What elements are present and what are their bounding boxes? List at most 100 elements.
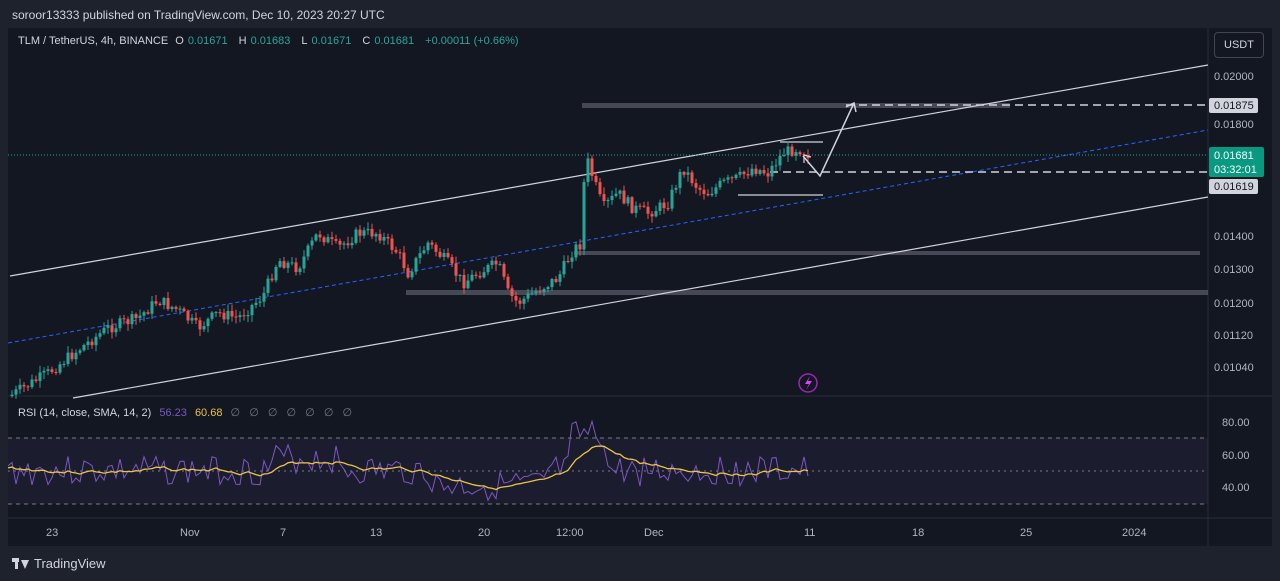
- support-zone-lower[interactable]: [406, 290, 1208, 295]
- channel-mid-line[interactable]: [8, 129, 1209, 344]
- candle-body: [514, 295, 518, 301]
- candle-body: [354, 229, 358, 243]
- candle-body: [114, 328, 118, 333]
- candle-body: [666, 208, 670, 210]
- candle-body: [406, 268, 410, 278]
- candle-body: [738, 171, 742, 175]
- candle-body: [194, 317, 198, 321]
- candle-body: [366, 228, 370, 231]
- candle-body: [634, 205, 638, 213]
- candle-body: [66, 352, 70, 365]
- candle-body: [274, 266, 278, 281]
- candle-body: [182, 308, 186, 312]
- candle-body: [106, 325, 110, 328]
- candle-body: [154, 301, 158, 304]
- candle-body: [310, 240, 314, 246]
- candle-body: [38, 372, 42, 381]
- candle-body: [246, 315, 250, 317]
- candle-body: [258, 301, 262, 303]
- candle-body: [186, 311, 190, 321]
- candle-body: [474, 274, 478, 276]
- candle-body: [138, 315, 142, 318]
- chart-area[interactable]: 0.02000 0.01800 0.01400 0.01300 0.01200 …: [8, 28, 1272, 546]
- candle-body: [50, 369, 54, 372]
- price-marker-lower: 0.01619: [1209, 179, 1258, 194]
- candle-body: [518, 300, 522, 304]
- candle-body: [170, 306, 174, 309]
- candle-body: [282, 261, 286, 268]
- candle-body: [690, 172, 694, 184]
- price-tick: 0.02000: [1214, 71, 1254, 83]
- time-label: 12:00: [556, 527, 584, 539]
- candle-body: [218, 312, 222, 314]
- candle-body: [146, 312, 150, 314]
- tradingview-logo-icon: [12, 558, 29, 569]
- resistance-zone[interactable]: [582, 103, 1010, 108]
- rsi-line: [8, 419, 809, 502]
- candle-body: [54, 371, 58, 373]
- price-tick: 0.01800: [1214, 119, 1254, 131]
- candle-body: [390, 238, 394, 250]
- tradingview-logo[interactable]: TradingView: [12, 556, 106, 571]
- candle-body: [286, 262, 290, 268]
- candle-body: [570, 257, 574, 262]
- candle-body: [670, 189, 674, 209]
- candle-body: [654, 210, 658, 217]
- candle-body: [598, 182, 602, 195]
- candle-body: [378, 234, 382, 241]
- candle-body: [714, 187, 718, 194]
- candle-body: [402, 252, 406, 269]
- candle-body: [42, 370, 46, 373]
- candle-body: [298, 268, 302, 273]
- candle-body: [82, 345, 86, 351]
- candle-body: [126, 319, 130, 325]
- support-zone-upper[interactable]: [574, 251, 1200, 255]
- price-tick: 0.01400: [1214, 231, 1254, 243]
- candle-body: [202, 326, 206, 330]
- candle-body: [490, 260, 494, 265]
- candle-body: [790, 146, 794, 156]
- chart-canvas[interactable]: 0.02000 0.01800 0.01400 0.01300 0.01200 …: [8, 28, 1272, 546]
- time-label: 11: [804, 527, 815, 539]
- lightning-icon[interactable]: [798, 373, 818, 393]
- candle-body: [770, 165, 774, 177]
- projection-path[interactable]: [802, 102, 855, 178]
- candle-body: [526, 293, 530, 299]
- price-tick: 0.01040: [1214, 362, 1254, 374]
- candle-body: [662, 202, 666, 209]
- candle-body: [610, 195, 614, 200]
- candle-body: [470, 274, 474, 281]
- rsi-title[interactable]: RSI (14, close, SMA, 14, 2): [18, 407, 152, 419]
- symbol-name[interactable]: TLM / TetherUS, 4h, BINANCE: [18, 35, 169, 47]
- candle-body: [446, 253, 450, 258]
- candle-body: [682, 171, 686, 175]
- candle-body: [94, 336, 98, 346]
- candle-body: [166, 297, 170, 309]
- channel-lower-line[interactable]: [72, 196, 1209, 399]
- current-price-marker: 0.01681 03:32:01: [1209, 147, 1264, 177]
- currency-button[interactable]: USDT: [1214, 32, 1264, 58]
- candle-body: [338, 240, 342, 245]
- candle-body: [590, 158, 594, 176]
- candle-body: [606, 199, 610, 202]
- candle-body: [554, 279, 558, 282]
- candle-body: [118, 318, 122, 329]
- candle-body: [330, 237, 334, 240]
- candle-body: [418, 253, 422, 258]
- candle-body: [618, 190, 622, 194]
- candle-body: [778, 155, 782, 166]
- candle-body: [710, 193, 714, 196]
- candle-body: [602, 194, 606, 202]
- candle-body: [214, 312, 218, 314]
- candle-body: [774, 165, 778, 167]
- price-marker-upper: 0.01875: [1209, 98, 1258, 113]
- candle-body: [110, 325, 114, 333]
- channel-upper-line[interactable]: [9, 64, 1209, 277]
- candle-body: [434, 244, 438, 252]
- candle-body: [350, 242, 354, 246]
- candle-body: [386, 237, 390, 239]
- candle-body: [798, 152, 802, 155]
- candle-body: [466, 280, 470, 289]
- candle-body: [10, 394, 14, 396]
- svg-text:0.01875: 0.01875: [1214, 100, 1254, 112]
